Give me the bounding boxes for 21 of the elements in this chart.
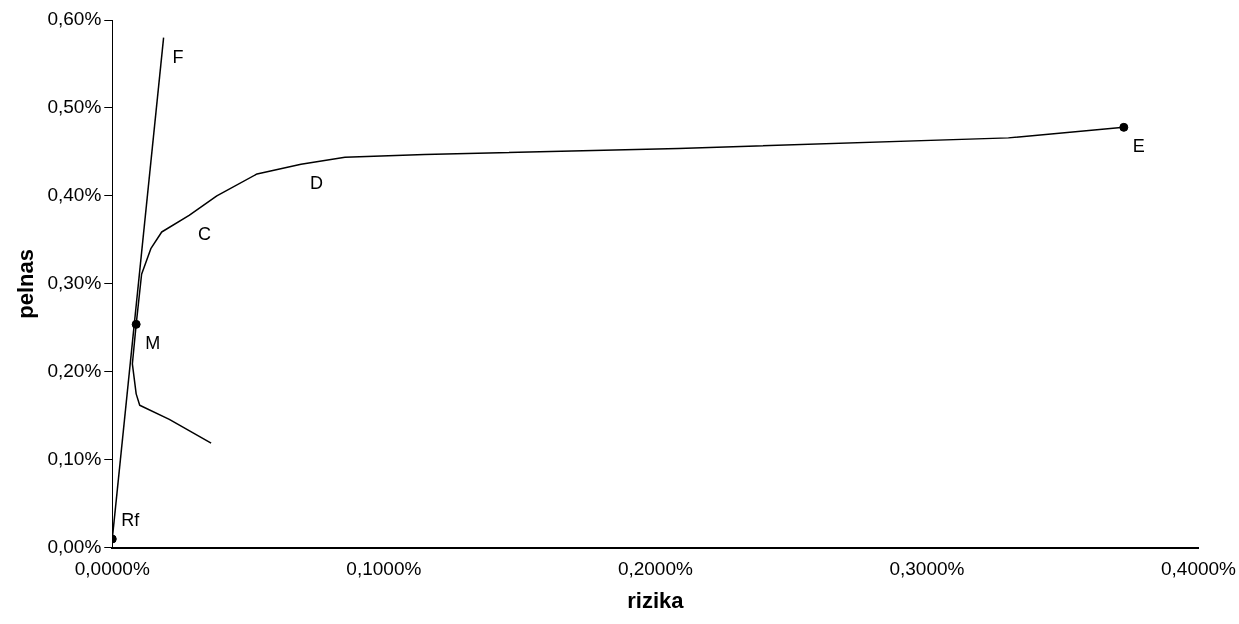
x-tick-label: 0,4000% bbox=[1160, 558, 1237, 580]
x-tick-label: 0,0000% bbox=[74, 558, 150, 580]
annotation: E bbox=[1132, 136, 1145, 157]
y-tick-label: 0,10% bbox=[47, 448, 102, 470]
y-tick-label: 0,40% bbox=[47, 184, 102, 206]
annotation: M bbox=[145, 333, 161, 354]
x-tick-label: 0,3000% bbox=[889, 558, 965, 580]
annotation: Rf bbox=[121, 509, 141, 530]
x-tick-label: 0,1000% bbox=[346, 558, 422, 580]
annotation: D bbox=[310, 173, 323, 194]
annotation: F bbox=[172, 46, 184, 67]
y-tick-label: 0,60% bbox=[47, 8, 102, 30]
y-axis-title: pelnas bbox=[13, 249, 39, 319]
x-axis-title: rizika bbox=[627, 587, 685, 613]
annotation: C bbox=[198, 224, 212, 245]
y-tick-label: 0,00% bbox=[47, 536, 102, 558]
y-tick-label: 0,20% bbox=[47, 360, 102, 382]
y-tick-label: 0,30% bbox=[47, 272, 102, 294]
x-tick-label: 0,2000% bbox=[617, 558, 693, 580]
point bbox=[1119, 122, 1129, 132]
y-tick-label: 0,50% bbox=[47, 96, 102, 118]
